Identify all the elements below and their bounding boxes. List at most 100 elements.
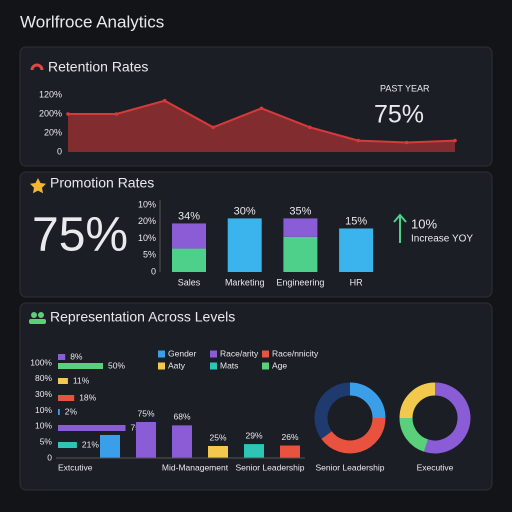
legend-label: Aaty (168, 360, 186, 370)
column-bar (172, 425, 192, 458)
column-bar-label: 29% (245, 430, 262, 440)
row-bar (58, 442, 77, 448)
legend-swatch (210, 350, 217, 358)
promotion-bar (172, 248, 206, 272)
column-bar-label: 25% (209, 432, 226, 442)
column-bar-label: 26% (281, 432, 298, 442)
promotion-headline: 75% (32, 209, 128, 262)
x-tick-label: Engineering (276, 277, 324, 287)
column-bar (136, 422, 156, 458)
retention-point (308, 125, 312, 130)
promotion-bar (283, 218, 318, 237)
y-tick-label: 10% (138, 233, 156, 243)
legend-swatch (158, 350, 165, 358)
retention-point (162, 98, 167, 103)
y-tick-label: 5% (40, 436, 53, 446)
legend-label: Gender (168, 348, 197, 358)
y-tick-label: 200% (39, 108, 62, 118)
row-bar-label: 11% (73, 375, 90, 385)
y-tick-label: 10% (35, 405, 52, 415)
retention-point (404, 140, 409, 145)
y-tick-label: 120% (39, 89, 62, 99)
donut-label: Senior Leadership (316, 462, 385, 472)
period-label: PAST YEAR (380, 83, 430, 93)
promotion-title: Promotion Rates (50, 175, 154, 191)
column-bar-label: 68% (173, 412, 190, 422)
y-tick-label: 100% (30, 357, 52, 367)
donut-segment (349, 382, 386, 419)
y-tick-label: 0 (151, 266, 156, 276)
donut-segment (424, 382, 471, 454)
y-tick-label: 5% (143, 250, 156, 260)
magnet-icon (30, 63, 44, 71)
donut-label: Executive (417, 462, 454, 472)
star-icon (30, 178, 46, 194)
donut-segment (321, 417, 386, 454)
representation-title: Representation Across Levels (50, 309, 235, 325)
legend-swatch (158, 362, 165, 370)
row-bar (58, 425, 126, 431)
retention-point (356, 138, 361, 143)
row-bar-label: 50% (108, 360, 125, 370)
x-tick-label: Marketing (225, 277, 265, 287)
retention-point (114, 112, 119, 116)
y-tick-label: 0 (47, 452, 52, 462)
row-bar (58, 354, 66, 360)
bar-label: 15% (345, 215, 367, 227)
bar-label: 30% (234, 205, 256, 217)
legend-swatch (262, 362, 269, 370)
column-bar (208, 446, 228, 458)
x-tick-label: Senior Leadership (236, 462, 305, 472)
x-tick-label: Sales (178, 277, 201, 287)
people-icon (29, 312, 46, 324)
column-bar (280, 445, 300, 458)
y-tick-label: 20% (44, 127, 62, 137)
legend-label: Race/nnicity (272, 348, 319, 358)
row-bar (58, 409, 60, 415)
x-tick-label: Extcutive (58, 462, 93, 472)
y-tick-label: 30% (35, 389, 52, 399)
legend-label: Age (272, 360, 287, 370)
row-bar (58, 363, 103, 369)
row-bar-label: 21% (82, 439, 99, 449)
promotion-bar (283, 236, 318, 272)
page-title: Worlfroce Analytics (20, 12, 164, 31)
row-bar-label: 8% (70, 351, 83, 361)
x-tick-label: HR (350, 277, 363, 287)
retention-area (68, 100, 455, 152)
row-bar-label: 18% (79, 392, 96, 402)
promotion-bar (172, 223, 206, 249)
legend-label: Mats (220, 360, 238, 370)
legend-swatch (262, 350, 269, 358)
retention-point (211, 125, 215, 130)
y-tick-label: 0 (57, 146, 62, 156)
retention-headline: 75% (374, 101, 424, 129)
x-tick-label: Mid-Management (162, 462, 229, 472)
retention-point (66, 112, 70, 116)
row-bar (58, 395, 75, 401)
retention-title: Retention Rates (48, 59, 148, 75)
donut-segment (399, 382, 436, 419)
row-bar (58, 378, 68, 384)
y-tick-label: 20% (138, 216, 156, 226)
promotion-bar (339, 228, 374, 272)
donut-segment (399, 417, 429, 452)
column-bar (244, 444, 264, 458)
retention-point (453, 138, 457, 143)
bar-label: 34% (178, 210, 200, 222)
promotion-bar (227, 218, 262, 272)
row-bar-label: 2% (65, 406, 78, 416)
column-bar (100, 434, 120, 458)
up-arrow (393, 213, 407, 243)
change-label: Increase YOY (411, 234, 473, 245)
y-tick-label: 10% (35, 421, 52, 431)
retention-point (259, 106, 264, 111)
y-tick-label: 80% (35, 373, 52, 383)
column-bar-label: 75% (137, 408, 154, 418)
legend-swatch (210, 362, 217, 370)
change-value: 10% (411, 216, 437, 231)
bar-label: 35% (289, 205, 311, 217)
y-tick-label: 10% (138, 199, 156, 209)
